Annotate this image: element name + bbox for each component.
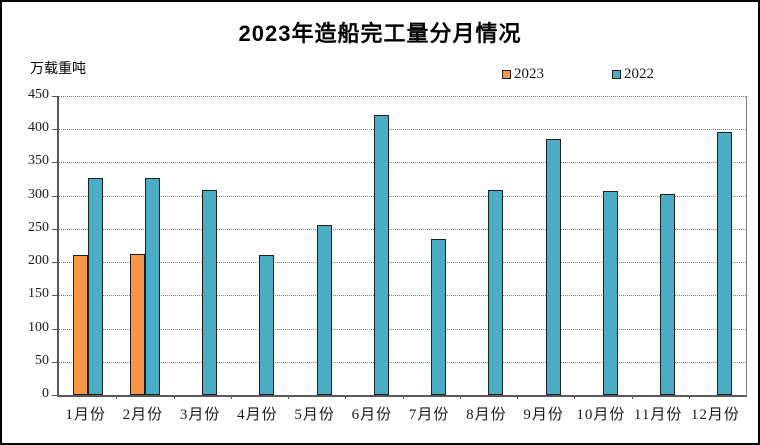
y-tick-label-50: 50 xyxy=(35,352,49,368)
x-tick-label-3月份: 3月份 xyxy=(179,407,221,423)
bar-2022-2月份 xyxy=(144,177,160,395)
x-tick-mark-5 xyxy=(345,395,347,399)
bar-2022-1月份 xyxy=(87,177,103,395)
x-tick-label-7月份: 7月份 xyxy=(408,407,450,423)
y-tick-label-100: 100 xyxy=(28,319,49,335)
y-tick-mark-100 xyxy=(52,328,57,330)
x-tick-label-10月份: 10月份 xyxy=(576,407,626,423)
bar-2023-2月份 xyxy=(129,254,145,395)
gridline-400 xyxy=(59,129,746,131)
x-tick-label-5月份: 5月份 xyxy=(294,407,335,423)
gridline-300 xyxy=(59,195,746,197)
legend-label-2023: 2023 xyxy=(514,66,544,82)
y-tick-mark-250 xyxy=(52,228,57,230)
gridline-150 xyxy=(59,295,746,297)
bar-2022-7月份 xyxy=(431,238,447,395)
y-tick-mark-300 xyxy=(52,195,57,197)
bar-2022-4月份 xyxy=(259,255,275,395)
gridline-350 xyxy=(59,162,746,164)
bar-2023-1月份 xyxy=(72,254,88,395)
legend-item-2022: 2022 xyxy=(612,66,654,83)
y-tick-label-350: 350 xyxy=(28,153,49,169)
chart-title: 2023年造船完工量分月情况 xyxy=(238,21,522,46)
bar-2022-5月份 xyxy=(316,224,332,395)
bar-2022-11月份 xyxy=(660,193,676,395)
bar-2022-8月份 xyxy=(488,189,504,395)
y-tick-mark-350 xyxy=(52,162,57,164)
y-tick-mark-50 xyxy=(52,361,57,363)
y-tick-mark-400 xyxy=(52,129,57,131)
bar-2022-6月份 xyxy=(373,114,389,395)
x-tick-mark-7 xyxy=(459,395,461,399)
legend-item-2023: 2023 xyxy=(502,66,544,83)
gridline-200 xyxy=(59,262,746,264)
x-tick-label-2月份: 2月份 xyxy=(122,407,164,423)
x-tick-label-6月份: 6月份 xyxy=(351,407,393,423)
x-tick-label-4月份: 4月份 xyxy=(237,407,278,423)
gridline-100 xyxy=(59,328,746,330)
x-tick-mark-3 xyxy=(230,395,232,399)
y-tick-label-250: 250 xyxy=(28,219,49,235)
legend-swatch-2023 xyxy=(502,70,511,79)
y-tick-mark-150 xyxy=(52,295,57,297)
y-tick-label-450: 450 xyxy=(28,87,49,102)
plot-area xyxy=(52,96,747,399)
gridline-250 xyxy=(59,228,746,230)
x-tick-label-9月份: 9月份 xyxy=(523,407,564,423)
y-axis-unit-label: 万载重吨 xyxy=(30,60,86,76)
bar-2022-3月份 xyxy=(202,190,218,395)
y-tick-label-150: 150 xyxy=(28,286,49,302)
x-tick-label-11月份: 11月份 xyxy=(633,407,683,423)
x-tick-mark-6 xyxy=(402,395,404,399)
x-tick-mark-9 xyxy=(574,395,576,399)
gridline-50 xyxy=(59,361,746,363)
y-tick-mark-450 xyxy=(52,96,57,97)
legend-swatch-2022 xyxy=(612,70,621,79)
x-tick-mark-8 xyxy=(517,395,518,399)
x-tick-label-1月份: 1月份 xyxy=(65,407,106,423)
bar-2022-9月份 xyxy=(545,138,561,395)
x-tick-label-8月份: 8月份 xyxy=(466,407,507,423)
y-tick-mark-200 xyxy=(52,262,57,264)
gridline-450 xyxy=(59,96,746,97)
x-tick-mark-11 xyxy=(688,395,690,399)
y-tick-label-400: 400 xyxy=(28,120,49,136)
y-tick-label-200: 200 xyxy=(28,253,49,269)
legend-label-2022: 2022 xyxy=(624,66,654,82)
x-tick-mark-2 xyxy=(173,395,175,399)
x-tick-label-12月份: 12月份 xyxy=(690,407,740,423)
x-tick-mark-4 xyxy=(288,395,289,399)
x-tick-mark-1 xyxy=(116,395,118,399)
y-tick-mark-0 xyxy=(52,395,57,396)
y-tick-label-300: 300 xyxy=(28,186,49,202)
x-tick-mark-10 xyxy=(631,395,633,399)
bar-2022-10月份 xyxy=(602,191,618,395)
y-tick-label-0: 0 xyxy=(42,386,49,401)
bar-2022-12月份 xyxy=(717,131,733,395)
